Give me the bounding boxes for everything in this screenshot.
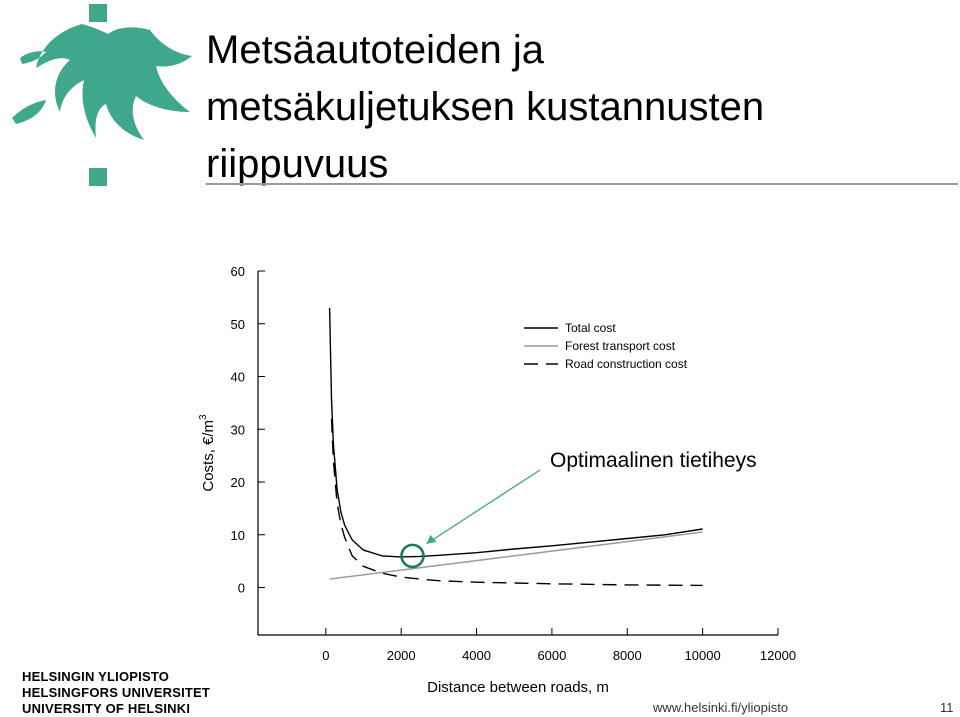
- university-name-en: UNIVERSITY OF HELSINKI: [22, 701, 191, 716]
- x-tick-label: 10000: [685, 648, 721, 663]
- x-tick-label: 2000: [387, 648, 416, 663]
- x-axis-label: Distance between roads, m: [427, 679, 609, 696]
- slide-title: Metsäautoteiden ja metsäkuljetuksen kust…: [206, 22, 764, 193]
- x-tick-label: 6000: [537, 648, 566, 663]
- y-tick-label: 20: [231, 475, 245, 490]
- title-line-2: metsäkuljetuksen kustannusten: [206, 85, 765, 129]
- annotation-label: Optimaalinen tietiheys: [550, 449, 757, 472]
- y-tick-label: 30: [231, 422, 245, 437]
- annotation-arrow-head: [426, 534, 437, 544]
- legend-label: Road construction cost: [565, 357, 688, 371]
- page-number: 11: [940, 700, 954, 715]
- series-line-forest-transport-cost: [329, 531, 703, 580]
- title-line-1: Metsäautoteiden ja: [206, 28, 545, 72]
- footer-url[interactable]: www.helsinki.fi/yliopisto: [653, 700, 789, 715]
- title-line-3: riippuvuus: [206, 142, 389, 186]
- optimum-marker: [400, 543, 425, 569]
- y-axis-label-text: Costs, €/m: [200, 420, 217, 492]
- y-tick-label: 50: [231, 317, 245, 332]
- x-tick-label: 0: [322, 648, 329, 663]
- university-name-fi: HELSINGIN YLIOPISTO: [22, 669, 170, 684]
- legend-label: Forest transport cost: [565, 339, 676, 353]
- y-axis-label-superscript: 3: [198, 414, 209, 420]
- y-tick-label: 60: [231, 264, 245, 279]
- university-name-sv: HELSINGFORS UNIVERSITET: [22, 685, 211, 700]
- x-tick-label: 12000: [760, 648, 796, 663]
- annotation-arrow-line: [426, 469, 541, 545]
- university-logo: [12, 4, 192, 186]
- x-tick-label: 8000: [613, 648, 642, 663]
- university-wordmark: HELSINGIN YLIOPISTO HELSINGFORS UNIVERSI…: [22, 669, 210, 717]
- y-tick-label: 10: [231, 528, 245, 543]
- y-tick-label: 0: [238, 581, 245, 596]
- y-tick-label: 40: [231, 370, 245, 385]
- title-divider: [206, 183, 958, 185]
- flame-logo-icon: [12, 4, 192, 186]
- y-axis-label: Costs, €/m3: [198, 414, 217, 492]
- legend-label: Total cost: [565, 321, 616, 335]
- x-tick-label: 4000: [462, 648, 491, 663]
- series-line-road-construction-cost: [330, 418, 703, 587]
